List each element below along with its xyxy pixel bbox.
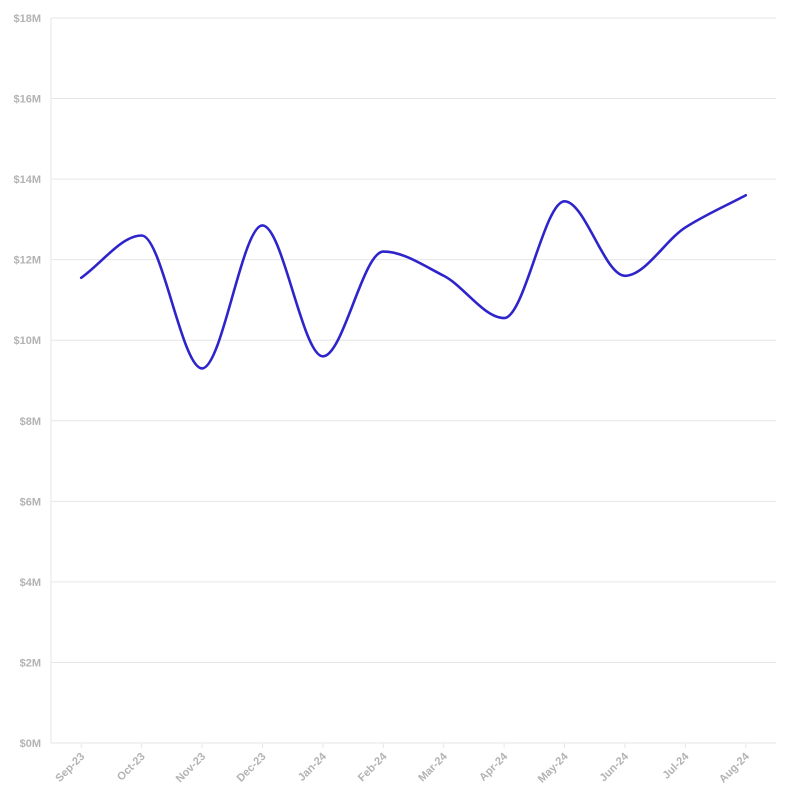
y-tick-label: $0M xyxy=(20,738,41,750)
y-tick-label: $6M xyxy=(20,496,41,508)
series-lines xyxy=(79,193,748,370)
y-tick-label: $8M xyxy=(20,416,41,428)
x-tick-label: Feb-24 xyxy=(356,750,390,784)
axes xyxy=(50,18,776,748)
x-tick-label: Mar-24 xyxy=(416,750,450,784)
x-tick-label: Jul-24 xyxy=(661,750,693,782)
x-tick-label: Jan-24 xyxy=(296,750,330,784)
x-tick-label: Jun-24 xyxy=(598,750,632,784)
x-tick-label: Oct-23 xyxy=(115,751,148,784)
x-tick-label: Dec-23 xyxy=(235,751,269,785)
y-axis-tick-labels: $0M $2M $4M $6M $8M $10M $12M $14M $16M $18M xyxy=(13,13,41,750)
y-tick-label: $16M xyxy=(13,94,41,106)
series-line xyxy=(79,193,748,370)
y-tick-label: $12M xyxy=(13,255,41,267)
y-gridlines xyxy=(51,17,776,663)
y-tick-label: $2M xyxy=(20,657,41,669)
y-tick-label: $18M xyxy=(13,13,41,25)
x-tick-label: Aug-24 xyxy=(717,750,752,785)
y-tick-label: $10M xyxy=(13,335,41,347)
y-tick-label: $14M xyxy=(13,174,41,186)
x-tick-label: Nov-23 xyxy=(174,751,208,785)
x-axis-tick-labels: Sep-23 Oct-23 Nov-23 Dec-23 Jan-24 Feb-24 Mar-… xyxy=(53,750,752,785)
x-tick-label: May-24 xyxy=(536,750,571,785)
y-tick-label: $4M xyxy=(20,577,41,589)
x-tick-label: Sep-23 xyxy=(53,751,87,785)
x-tick-label: Apr-24 xyxy=(477,750,511,784)
